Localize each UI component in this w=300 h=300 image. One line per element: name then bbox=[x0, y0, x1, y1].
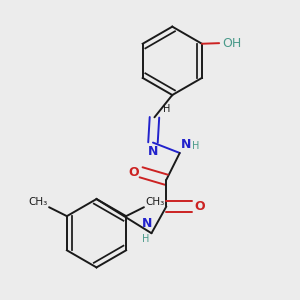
Text: N: N bbox=[142, 217, 152, 230]
Text: CH₃: CH₃ bbox=[146, 196, 165, 207]
Text: H: H bbox=[164, 104, 171, 114]
Text: N: N bbox=[148, 145, 158, 158]
Text: H: H bbox=[142, 234, 149, 244]
Text: O: O bbox=[194, 200, 205, 213]
Text: H: H bbox=[192, 142, 199, 152]
Text: N: N bbox=[181, 139, 192, 152]
Text: O: O bbox=[128, 166, 139, 179]
Text: CH₃: CH₃ bbox=[28, 196, 48, 207]
Text: OH: OH bbox=[223, 37, 242, 50]
